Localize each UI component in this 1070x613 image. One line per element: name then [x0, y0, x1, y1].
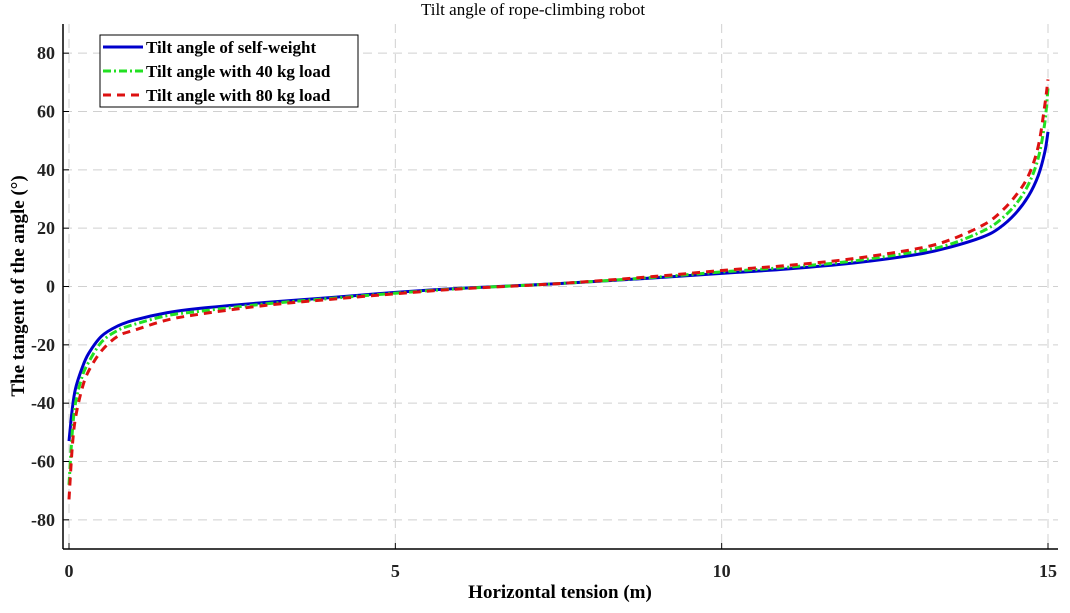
y-tick-label: -40	[31, 393, 55, 413]
grid	[63, 24, 1058, 549]
x-tick-label: 0	[65, 561, 74, 581]
legend-label: Tilt angle of self-weight	[146, 38, 316, 57]
legend-label: Tilt angle with 40 kg load	[146, 62, 331, 81]
x-tick-label: 15	[1039, 561, 1057, 581]
y-tick-label: 60	[37, 102, 55, 122]
y-tick-label: 20	[37, 218, 55, 238]
axes: -80 -60 -40 -20 0 20 40 60 80 0 5 10 15	[31, 24, 1058, 581]
series-line-3	[67, 79, 1050, 500]
y-tick-label: 80	[37, 43, 55, 63]
legend-label: Tilt angle with 80 kg load	[146, 86, 331, 105]
chart-title: Tilt angle of rope-climbing robot	[421, 0, 645, 19]
legend: Tilt angle of self-weight Tilt angle with…	[99, 34, 359, 108]
y-axis-label: The tangent of the angle (°)	[8, 175, 29, 396]
x-axis-label: Horizontal tension (m)	[468, 582, 652, 603]
x-tick-label: 10	[713, 561, 731, 581]
series-lines	[67, 79, 1050, 500]
y-tick-label: 40	[37, 160, 55, 180]
y-tick-label: -80	[31, 510, 55, 530]
y-tick-label: -20	[31, 335, 55, 355]
x-tick-label: 5	[391, 561, 400, 581]
y-tick-label: -60	[31, 452, 55, 472]
y-tick-label: 0	[46, 277, 55, 297]
